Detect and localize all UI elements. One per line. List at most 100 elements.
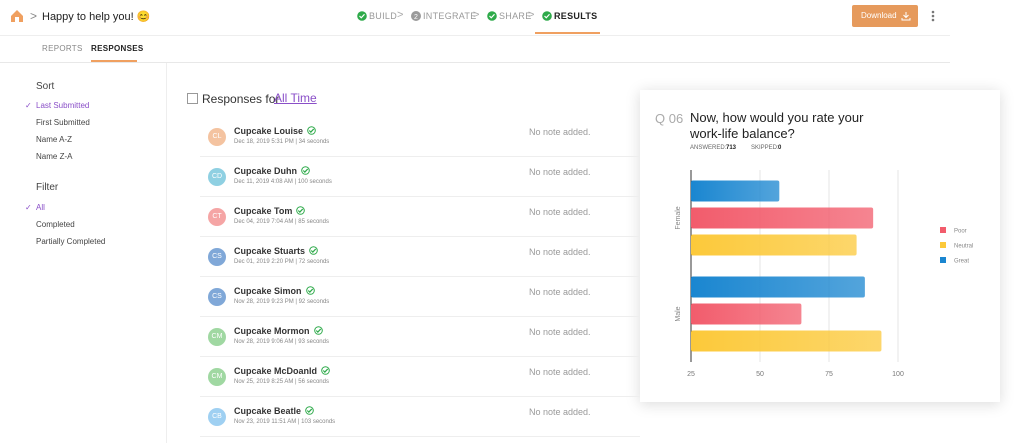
respondent-name[interactable]: Cupcake Louise xyxy=(234,126,304,136)
legend-label: Great xyxy=(954,259,969,265)
x-tick-label: 75 xyxy=(825,371,833,378)
check-circle xyxy=(301,166,310,175)
select-all-checkbox[interactable] xyxy=(187,93,198,104)
row-divider xyxy=(200,396,640,397)
response-meta: Nov 28, 2019 9:06 AM | 93 seconds xyxy=(234,339,329,345)
response-meta: Nov 28, 2019 9:23 PM | 92 seconds xyxy=(234,299,330,305)
respondent-name[interactable]: Cupcake Beatle xyxy=(234,406,302,416)
avatar xyxy=(208,248,226,266)
respondent-name[interactable]: Cupcake Duhn xyxy=(234,166,298,176)
divider xyxy=(0,35,950,36)
bar xyxy=(691,207,874,229)
respondent-name[interactable]: Cupcake Simon xyxy=(234,286,302,296)
avatar-initials: CD xyxy=(211,173,223,180)
check-circle xyxy=(542,11,552,21)
filter-title: Filter xyxy=(36,182,59,193)
response-note: No note added. xyxy=(529,167,591,177)
check-circle xyxy=(305,406,314,415)
check-mark xyxy=(489,13,495,19)
respondent-name[interactable]: Cupcake Tom xyxy=(234,206,293,216)
check-icon xyxy=(301,166,310,175)
check-mark xyxy=(308,128,315,133)
chevron: > xyxy=(528,9,535,21)
row-divider xyxy=(200,436,640,437)
legend-swatch xyxy=(940,242,946,248)
step-label[interactable]: RESULTS xyxy=(554,11,598,21)
check-mark xyxy=(306,408,313,413)
legend-label: Poor xyxy=(954,229,967,235)
check-icon xyxy=(542,11,552,21)
active-tab-underline xyxy=(91,60,137,62)
filter-option[interactable]: All xyxy=(36,203,45,212)
check-icon xyxy=(307,126,316,135)
selected-check: ✓ xyxy=(25,101,32,110)
x-tick-label: 25 xyxy=(687,371,695,378)
step-label[interactable]: BUILD xyxy=(369,11,398,21)
avatar-initials: CS xyxy=(212,253,222,260)
bar xyxy=(691,234,857,256)
category-label: Male xyxy=(675,306,682,321)
check-circle xyxy=(306,286,315,295)
respondent-name[interactable]: Cupcake Mormon xyxy=(234,326,310,336)
tab[interactable]: REPORTS xyxy=(42,44,83,53)
step-label[interactable]: SHARE xyxy=(499,11,532,21)
check-mark xyxy=(297,208,304,213)
row-divider xyxy=(200,316,640,317)
bar xyxy=(691,303,802,325)
response-meta: Dec 18, 2019 5:31 PM | 34 seconds xyxy=(234,139,330,145)
check-icon xyxy=(306,286,315,295)
check-circle xyxy=(309,246,318,255)
more-menu[interactable] xyxy=(930,10,936,24)
step-label[interactable]: INTEGRATE xyxy=(423,11,477,21)
check-mark xyxy=(302,168,309,173)
sort-option[interactable]: Name A-Z xyxy=(36,135,73,144)
download-icon xyxy=(901,12,911,21)
filter-option[interactable]: Completed xyxy=(36,220,75,229)
bar xyxy=(691,330,882,352)
list-heading: Responses for xyxy=(202,92,280,106)
check-circle xyxy=(357,11,367,21)
avatar xyxy=(208,168,226,186)
respondent-name[interactable]: Cupcake Stuarts xyxy=(234,246,306,256)
bar xyxy=(691,276,865,298)
category-label: Female xyxy=(675,206,682,229)
selected-check: ✓ xyxy=(25,203,32,212)
check-icon xyxy=(314,326,323,335)
chevron: > xyxy=(30,9,38,23)
avatar-initials: CM xyxy=(211,333,223,340)
legend-swatch xyxy=(940,257,946,263)
check-mark xyxy=(359,13,365,19)
period-link[interactable]: All Time xyxy=(274,91,317,105)
response-meta: Dec 01, 2019 2:20 PM | 72 seconds xyxy=(234,259,330,265)
response-note: No note added. xyxy=(529,407,591,417)
row-divider xyxy=(200,196,640,197)
step-number: 2 xyxy=(414,14,418,21)
download-button[interactable]: Download xyxy=(852,5,918,27)
tab[interactable]: RESPONSES xyxy=(91,44,144,53)
check-icon xyxy=(487,11,497,21)
check-circle xyxy=(296,206,305,215)
answered-count: 713 xyxy=(726,145,737,151)
home-icon[interactable] xyxy=(9,8,25,24)
respondent-name[interactable]: Cupcake McDoanld xyxy=(234,366,318,376)
avatar xyxy=(208,128,226,146)
check-icon xyxy=(305,406,314,415)
bar xyxy=(691,180,780,202)
question-card: Q 06 Now, how would you rate your work-l… xyxy=(640,90,1000,402)
sort-option[interactable]: Last Submitted xyxy=(36,101,90,110)
row-divider xyxy=(200,276,640,277)
sort-option[interactable]: Name Z-A xyxy=(36,152,73,161)
chevron: > xyxy=(473,9,480,21)
avatar-initials: CS xyxy=(212,293,222,300)
sort-option[interactable]: First Submitted xyxy=(36,118,90,127)
filter-option[interactable]: Partially Completed xyxy=(36,237,106,246)
check-mark xyxy=(310,248,317,253)
response-note: No note added. xyxy=(529,207,591,217)
check-icon xyxy=(357,11,367,21)
row-divider xyxy=(200,356,640,357)
avatar xyxy=(208,368,226,386)
check-mark xyxy=(322,368,329,373)
response-note: No note added. xyxy=(529,327,591,337)
